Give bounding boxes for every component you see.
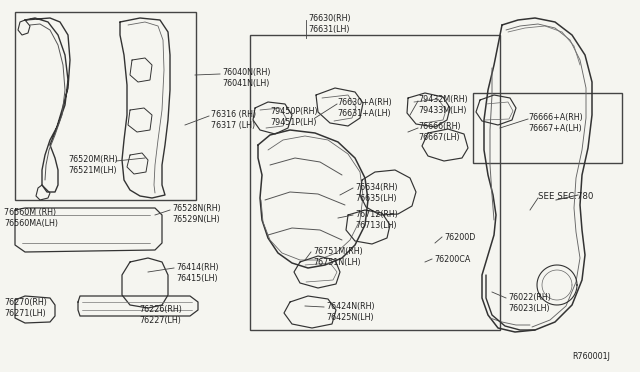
Text: 76425N(LH): 76425N(LH)	[326, 313, 374, 322]
Text: SEE SEC.780: SEE SEC.780	[538, 192, 593, 201]
Text: 76414(RH): 76414(RH)	[176, 263, 219, 272]
Text: 76226(RH): 76226(RH)	[139, 305, 182, 314]
Text: 76713(LH): 76713(LH)	[355, 221, 397, 230]
Text: 79432M(RH): 79432M(RH)	[418, 95, 468, 104]
Text: 76415(LH): 76415(LH)	[176, 274, 218, 283]
Text: 76317 (LH): 76317 (LH)	[211, 121, 255, 130]
Text: 76630(RH): 76630(RH)	[308, 14, 351, 23]
Text: 76520M(RH): 76520M(RH)	[68, 155, 118, 164]
Text: 76667(LH): 76667(LH)	[418, 133, 460, 142]
Text: 76200D: 76200D	[444, 233, 476, 242]
Text: 76529N(LH): 76529N(LH)	[172, 215, 220, 224]
Text: 76751M(RH): 76751M(RH)	[313, 247, 363, 256]
Text: 76634(RH): 76634(RH)	[355, 183, 397, 192]
Text: 76041N(LH): 76041N(LH)	[222, 79, 269, 88]
Text: 76667+A(LH): 76667+A(LH)	[528, 124, 582, 133]
Text: 76751N(LH): 76751N(LH)	[313, 258, 360, 267]
Text: 76666(RH): 76666(RH)	[418, 122, 461, 131]
Text: 76424N(RH): 76424N(RH)	[326, 302, 374, 311]
Text: 76635(LH): 76635(LH)	[355, 194, 397, 203]
Text: R760001J: R760001J	[572, 352, 610, 361]
Text: 76666+A(RH): 76666+A(RH)	[528, 113, 583, 122]
Bar	[473, 93, 622, 163]
Text: 76023(LH): 76023(LH)	[508, 304, 550, 313]
Text: 76560M (RH): 76560M (RH)	[4, 208, 56, 217]
Text: 76560MA(LH): 76560MA(LH)	[4, 219, 58, 228]
Bar	[250, 35, 500, 330]
Text: 76227(LH): 76227(LH)	[139, 316, 181, 325]
Text: 76270(RH): 76270(RH)	[4, 298, 47, 307]
Text: 76040N(RH): 76040N(RH)	[222, 68, 271, 77]
Text: 79450P(RH): 79450P(RH)	[270, 107, 317, 116]
Text: 79433M(LH): 79433M(LH)	[418, 106, 467, 115]
Text: 76316 (RH): 76316 (RH)	[211, 110, 256, 119]
Text: 76521M(LH): 76521M(LH)	[68, 166, 116, 175]
Bar	[15, 12, 196, 200]
Text: 76631+A(LH): 76631+A(LH)	[337, 109, 390, 118]
Text: 76631(LH): 76631(LH)	[308, 25, 349, 34]
Text: 76712(RH): 76712(RH)	[355, 210, 398, 219]
Text: 76200CA: 76200CA	[434, 255, 470, 264]
Text: 76022(RH): 76022(RH)	[508, 293, 551, 302]
Text: 76630+A(RH): 76630+A(RH)	[337, 98, 392, 107]
Text: 79451P(LH): 79451P(LH)	[270, 118, 317, 127]
Text: 76271(LH): 76271(LH)	[4, 309, 45, 318]
Text: 76528N(RH): 76528N(RH)	[172, 204, 221, 213]
